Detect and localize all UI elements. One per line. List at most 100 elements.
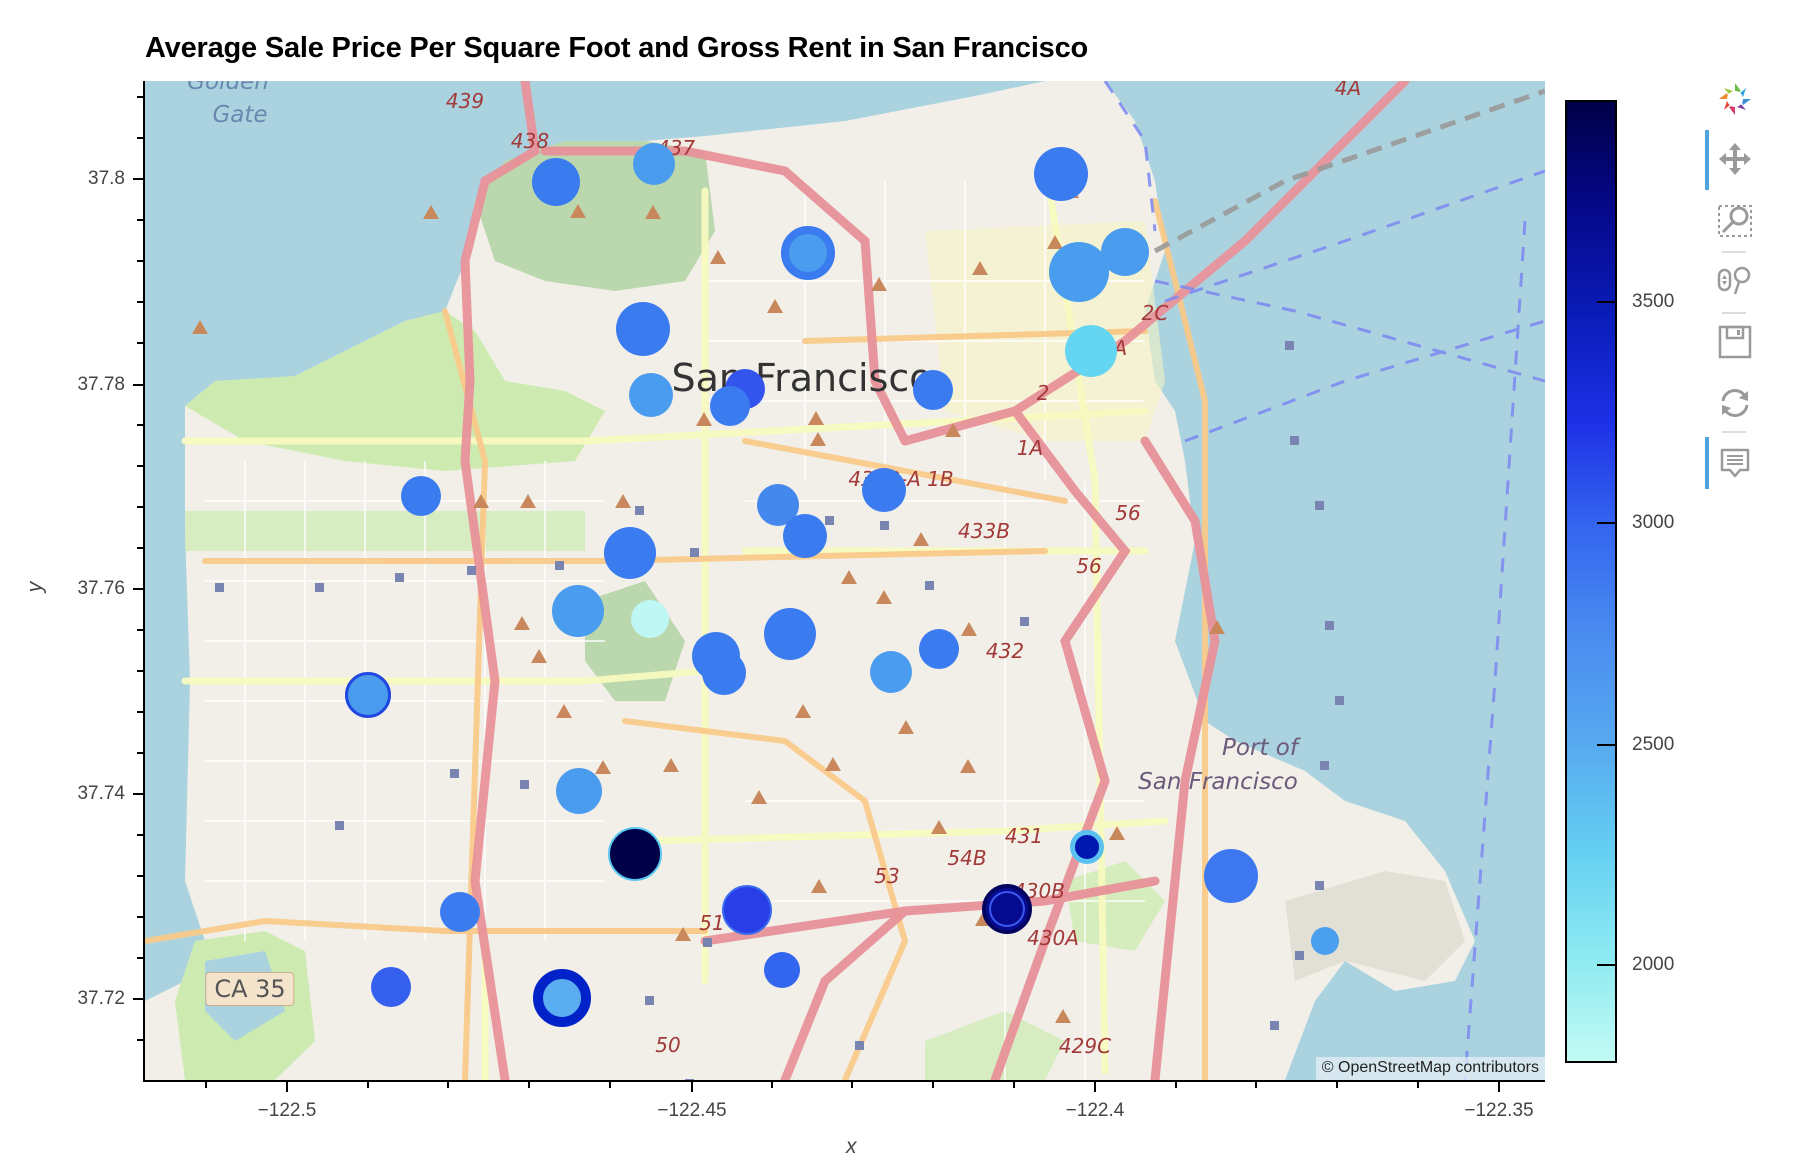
data-point-circle[interactable] bbox=[710, 386, 750, 426]
data-point-circle[interactable] bbox=[616, 302, 670, 356]
x-axis-title: x bbox=[846, 1135, 857, 1158]
hover-icon bbox=[1720, 448, 1750, 478]
colorbar-tick-label: 3500 bbox=[1632, 291, 1675, 312]
y-minor-tick bbox=[137, 1039, 145, 1041]
data-point-circle[interactable] bbox=[781, 226, 835, 280]
y-major-tick bbox=[133, 588, 145, 590]
data-point-circle[interactable] bbox=[764, 952, 800, 988]
x-major-tick bbox=[691, 1080, 693, 1092]
y-major-tick bbox=[133, 793, 145, 795]
pan-tool-button[interactable] bbox=[1715, 139, 1755, 179]
data-point-circle[interactable] bbox=[371, 967, 411, 1007]
data-point-circle[interactable] bbox=[764, 608, 816, 660]
x-major-tick bbox=[286, 1080, 288, 1092]
data-point-circle[interactable] bbox=[604, 527, 656, 579]
data-point-circle[interactable] bbox=[552, 585, 604, 637]
x-minor-tick bbox=[932, 1080, 935, 1088]
data-point-circle[interactable] bbox=[702, 651, 746, 695]
y-major-tick bbox=[133, 998, 145, 1000]
hover-active-indicator bbox=[1705, 437, 1709, 489]
y-major-tick bbox=[133, 178, 145, 180]
box-zoom-icon bbox=[1718, 205, 1752, 237]
x-tick-label: −122.5 bbox=[257, 1100, 317, 1121]
y-minor-tick bbox=[137, 260, 145, 262]
x-minor-tick bbox=[205, 1080, 207, 1088]
y-minor-tick bbox=[137, 547, 145, 549]
save-icon bbox=[1718, 325, 1752, 359]
data-point-circle[interactable] bbox=[556, 768, 602, 814]
x-minor-tick bbox=[447, 1080, 450, 1088]
plot-toolbar bbox=[1705, 75, 1765, 495]
x-major-tick bbox=[1094, 1080, 1096, 1092]
x-major-tick bbox=[1498, 1080, 1500, 1092]
data-point-circle[interactable] bbox=[870, 651, 912, 693]
map-plot-area[interactable]: Golden Gate San Francisco Port of San Franci… bbox=[145, 81, 1545, 1080]
y-minor-tick bbox=[137, 137, 145, 139]
data-point-circle[interactable] bbox=[862, 468, 906, 512]
hover-tool-button[interactable] bbox=[1715, 443, 1755, 483]
y-minor-tick bbox=[137, 875, 145, 877]
x-tick-label: −122.45 bbox=[657, 1100, 727, 1121]
y-minor-tick bbox=[137, 957, 145, 959]
data-point-circle[interactable] bbox=[345, 672, 391, 718]
map-attribution[interactable]: © OpenStreetMap contributors bbox=[1315, 1057, 1545, 1080]
data-point-circle[interactable] bbox=[608, 827, 662, 881]
data-point-circle[interactable] bbox=[1049, 242, 1109, 302]
data-point-circle[interactable] bbox=[913, 370, 953, 410]
data-point-circle[interactable] bbox=[982, 884, 1032, 934]
colorbar-tick bbox=[1597, 964, 1615, 966]
data-point-circle[interactable] bbox=[783, 514, 827, 558]
data-point-circle[interactable] bbox=[1065, 325, 1117, 377]
save-tool-button[interactable] bbox=[1715, 322, 1755, 362]
y-minor-tick bbox=[137, 465, 145, 467]
colorbar-tick bbox=[1597, 744, 1615, 746]
x-minor-tick bbox=[1174, 1080, 1177, 1088]
data-point-circle[interactable] bbox=[722, 885, 772, 935]
colorbar-tick-label: 2500 bbox=[1632, 734, 1675, 755]
data-point-circle[interactable] bbox=[401, 476, 441, 516]
y-minor-tick bbox=[137, 301, 145, 303]
x-minor-tick bbox=[1013, 1080, 1015, 1088]
y-minor-tick bbox=[137, 834, 145, 836]
x-minor-tick bbox=[1255, 1080, 1258, 1088]
data-point-circle[interactable] bbox=[1070, 830, 1104, 864]
data-point-circle[interactable] bbox=[533, 969, 591, 1027]
colorbar bbox=[1565, 100, 1617, 1063]
data-point-circle[interactable] bbox=[1034, 147, 1088, 201]
data-point-circle[interactable] bbox=[1311, 927, 1339, 955]
data-point-circle[interactable] bbox=[629, 373, 673, 417]
toolbar-separator bbox=[1722, 312, 1746, 314]
y-minor-tick bbox=[137, 424, 145, 426]
wheel-zoom-tool-button[interactable] bbox=[1715, 260, 1755, 300]
y-minor-tick bbox=[137, 629, 145, 631]
data-point-circle[interactable] bbox=[1101, 228, 1149, 276]
data-point-circle[interactable] bbox=[631, 600, 669, 638]
x-tick-label: −122.4 bbox=[1065, 1100, 1125, 1121]
x-minor-tick bbox=[366, 1080, 369, 1088]
toolbar-separator bbox=[1722, 251, 1746, 253]
data-point-circle[interactable] bbox=[919, 629, 959, 669]
y-minor-tick bbox=[137, 916, 145, 918]
y-tick-label: 37.76 bbox=[77, 578, 125, 599]
data-point-circle[interactable] bbox=[633, 143, 675, 185]
y-major-tick bbox=[133, 384, 145, 386]
colorbar-tick bbox=[1597, 522, 1615, 524]
box-zoom-tool-button[interactable] bbox=[1715, 200, 1755, 240]
y-minor-tick bbox=[137, 96, 145, 98]
x-minor-tick bbox=[851, 1080, 854, 1088]
y-minor-tick bbox=[137, 670, 145, 672]
colorbar-tick-label: 2000 bbox=[1632, 954, 1675, 975]
toolbar-separator bbox=[1722, 431, 1746, 433]
bokeh-logo-icon[interactable] bbox=[1715, 79, 1755, 119]
reset-tool-button[interactable] bbox=[1715, 383, 1755, 423]
x-minor-tick bbox=[609, 1080, 611, 1088]
y-tick-label: 37.72 bbox=[77, 988, 125, 1009]
colorbar-tick-label: 3000 bbox=[1632, 512, 1675, 533]
y-minor-tick bbox=[137, 219, 145, 221]
x-minor-tick bbox=[528, 1080, 531, 1088]
data-point-circle[interactable] bbox=[440, 892, 480, 932]
wheel-zoom-icon bbox=[1717, 266, 1751, 295]
data-point-circle[interactable] bbox=[1204, 849, 1258, 903]
data-point-circle[interactable] bbox=[532, 158, 580, 206]
x-minor-tick bbox=[1336, 1080, 1339, 1088]
